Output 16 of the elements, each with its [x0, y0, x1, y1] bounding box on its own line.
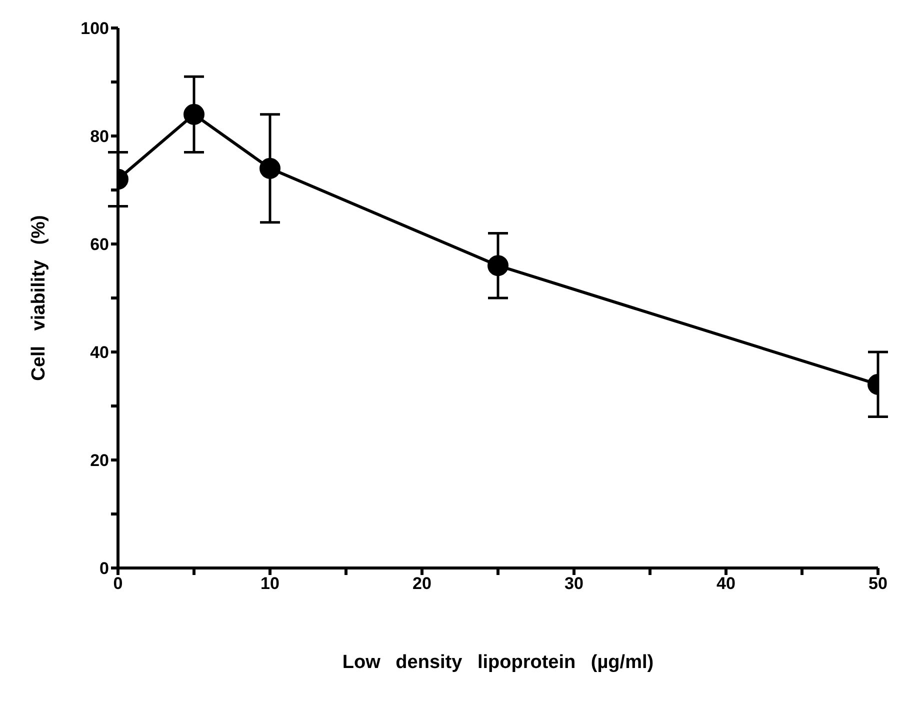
y-axis-title: Cell viability (%): [28, 215, 50, 381]
point: [184, 104, 204, 125]
y-tick-label: 100: [80, 19, 109, 38]
point: [260, 158, 280, 179]
x-tick-label: 10: [260, 574, 280, 594]
x-tick-label: 50: [868, 574, 888, 594]
x-axis-title: Low density lipoprotein (µg/ml): [342, 652, 654, 673]
y-tick-label: 40: [90, 343, 109, 362]
x-tick-label: 20: [412, 574, 432, 594]
y-tick-label: 20: [90, 451, 109, 470]
y-tick-label: 60: [90, 235, 109, 254]
x-tick-label: 0: [113, 574, 123, 594]
x-tick-label: 30: [564, 574, 584, 594]
y-tick-label: 0: [100, 559, 109, 578]
y-tick-label: 80: [90, 127, 109, 146]
x-tick-label: 40: [716, 574, 736, 594]
